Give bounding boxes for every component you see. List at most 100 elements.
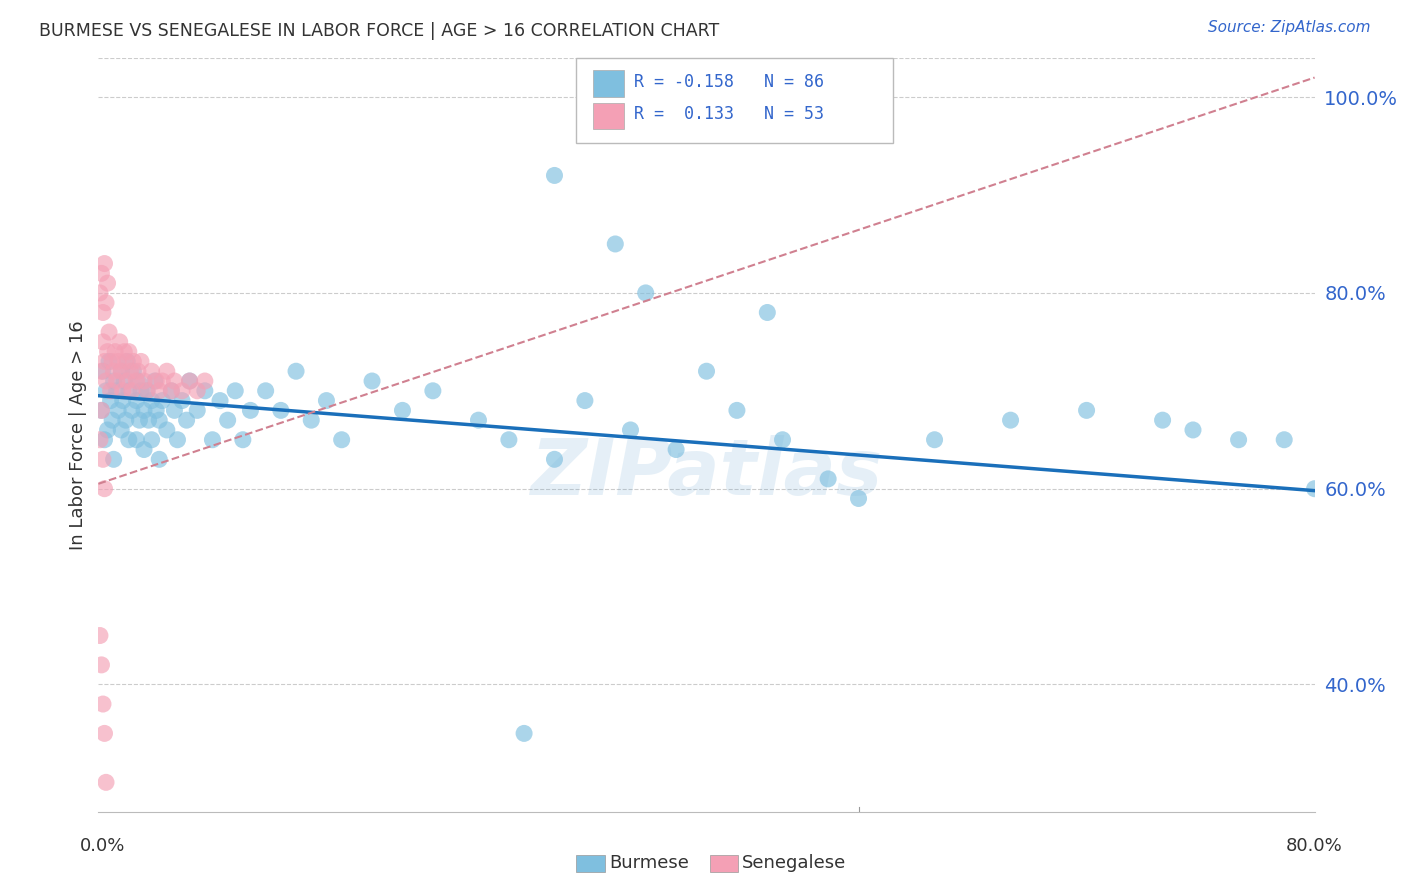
Point [209,393,232,408]
Point [224,384,246,398]
Point [138,413,160,427]
Point [114,413,136,427]
Point [93,433,115,447]
Point [148,384,170,398]
Point [156,364,179,378]
Point [118,384,141,398]
Point [89,628,111,642]
Point [145,374,167,388]
Point [232,433,254,447]
Point [170,393,193,408]
Point [132,374,155,388]
Point [111,384,134,398]
Point [104,344,127,359]
Point [89,433,111,447]
Point [114,354,136,368]
Point [110,423,132,437]
Point [100,393,122,408]
Point [513,726,536,740]
Point [817,472,839,486]
Text: Senegalese: Senegalese [742,855,846,872]
Point [107,403,129,417]
Point [91,334,114,349]
Point [94,384,117,398]
Point [91,364,114,378]
Point [93,726,115,740]
Point [166,433,188,447]
Text: ZIPatlas: ZIPatlas [530,434,883,510]
Point [100,384,122,398]
Point [90,364,112,378]
Point [103,364,125,378]
Point [110,364,132,378]
Text: 0.0%: 0.0% [80,837,125,855]
Point [93,354,115,368]
Point [315,393,337,408]
Point [467,413,489,427]
Point [156,423,179,437]
Point [112,374,135,388]
Point [725,403,748,417]
Point [125,433,148,447]
Point [101,413,124,427]
Point [111,393,134,408]
Point [93,256,115,270]
Point [118,433,141,447]
Point [299,413,322,427]
Point [108,334,131,349]
Point [160,384,183,398]
Point [422,384,444,398]
Point [129,354,152,368]
Text: BURMESE VS SENEGALESE IN LABOR FORCE | AGE > 16 CORRELATION CHART: BURMESE VS SENEGALESE IN LABOR FORCE | A… [39,22,720,40]
Point [121,384,143,398]
Point [127,374,149,388]
Point [89,285,111,300]
Point [91,305,114,319]
Point [163,374,186,388]
Point [96,276,118,290]
Point [117,374,139,388]
Point [160,384,183,398]
Point [105,374,128,388]
Point [391,403,413,417]
Point [634,285,657,300]
Point [201,433,224,447]
Point [605,237,627,252]
Point [176,413,198,427]
Point [117,354,139,368]
Point [98,325,121,339]
Point [179,374,201,388]
Point [254,384,277,398]
Point [90,657,112,672]
Point [96,423,118,437]
Point [239,403,262,417]
Point [186,403,208,417]
Point [143,374,166,388]
Point [848,491,870,506]
Point [217,413,239,427]
Point [132,442,155,457]
Point [98,354,121,368]
Point [136,384,159,398]
Point [101,354,124,368]
Point [122,364,145,378]
Point [122,354,145,368]
Point [94,374,117,388]
Point [619,423,641,437]
Point [90,266,112,280]
Point [141,364,163,378]
Point [90,403,112,417]
Point [1227,433,1250,447]
Point [543,452,565,467]
Point [103,374,125,388]
Point [141,393,163,408]
Point [330,433,353,447]
Y-axis label: In Labor Force | Age > 16: In Labor Force | Age > 16 [69,320,87,549]
Point [121,403,143,417]
Point [1152,413,1174,427]
Point [150,374,173,388]
Point [1303,482,1326,496]
Point [756,305,779,319]
Point [105,384,128,398]
Point [361,374,384,388]
